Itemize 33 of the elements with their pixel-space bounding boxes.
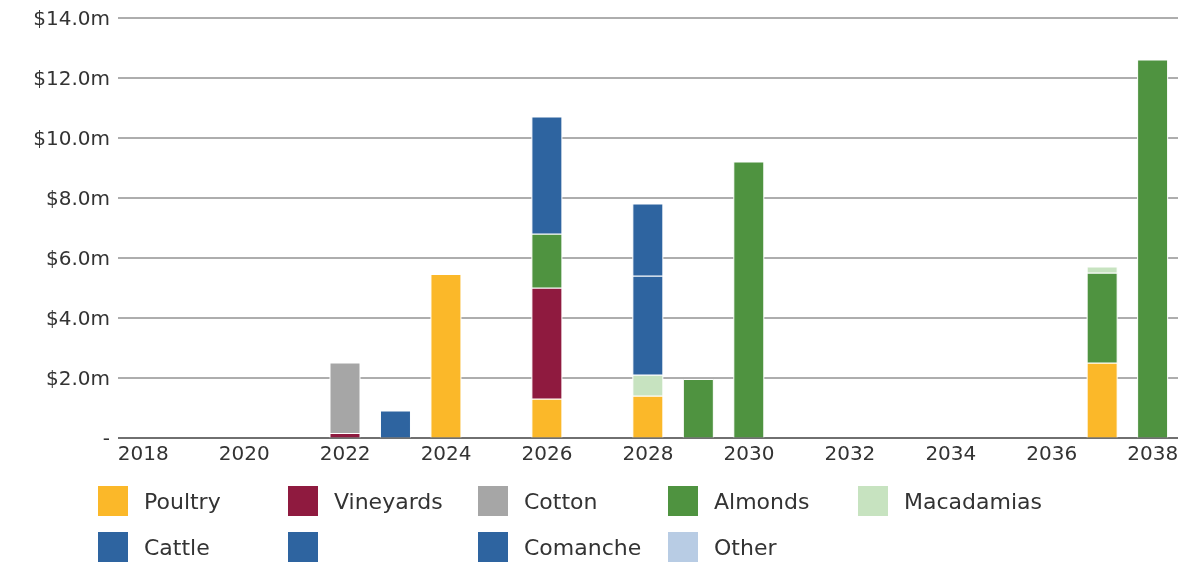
y-tick-label: $8.0m bbox=[45, 186, 110, 211]
y-tick-label: $10.0m bbox=[33, 126, 110, 151]
x-tick-label: 2022 bbox=[319, 441, 371, 466]
bar bbox=[733, 161, 765, 438]
y-tick-label: $6.0m bbox=[45, 246, 110, 271]
y-tick-label: $12.0m bbox=[33, 66, 110, 91]
legend-label: Poultry bbox=[144, 488, 221, 514]
y-tick-label: $14.0m bbox=[33, 6, 110, 31]
x-tick-label: 2026 bbox=[521, 441, 573, 466]
y-tick-label: - bbox=[102, 426, 110, 451]
x-tick-label: 2036 bbox=[1026, 441, 1078, 466]
legend-label: Comanche bbox=[524, 534, 642, 560]
legend-label: Cattle bbox=[144, 534, 210, 560]
x-tick-label: 2032 bbox=[824, 441, 876, 466]
x-tick-label: 2028 bbox=[622, 441, 674, 466]
x-tick-label: 2038 bbox=[1127, 441, 1179, 466]
x-tick-label: 2020 bbox=[218, 441, 270, 466]
legend-label: Vineyards bbox=[334, 488, 443, 514]
y-tick-label: $4.0m bbox=[45, 306, 110, 331]
x-tick-label: 2024 bbox=[420, 441, 472, 466]
x-tick-label: 2030 bbox=[723, 441, 775, 466]
legend-label: Macadamias bbox=[904, 488, 1042, 514]
y-tick-label: $2.0m bbox=[45, 366, 110, 391]
x-tick-label: 2034 bbox=[925, 441, 977, 466]
bar bbox=[379, 410, 411, 438]
x-tick-label: 2018 bbox=[117, 441, 169, 466]
bar bbox=[430, 274, 462, 438]
legend-label: Almonds bbox=[714, 488, 810, 514]
legend-label: Other bbox=[714, 534, 777, 560]
legend-label: Cotton bbox=[524, 488, 598, 514]
bar bbox=[1137, 59, 1169, 438]
bar bbox=[682, 379, 714, 438]
bar bbox=[329, 362, 361, 434]
